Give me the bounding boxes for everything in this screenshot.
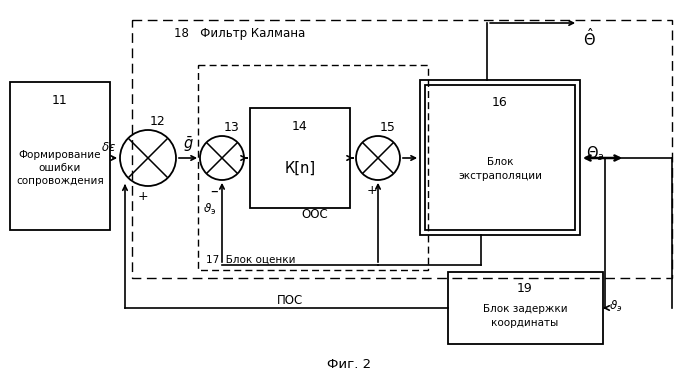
Text: К[n]: К[n] [284, 161, 315, 175]
Text: Формирование
ошибки
сопровождения: Формирование ошибки сопровождения [16, 150, 104, 186]
Text: $\delta\varepsilon$: $\delta\varepsilon$ [101, 141, 116, 154]
Bar [448, 272, 603, 344]
Text: +: + [367, 184, 377, 197]
Bar [198, 65, 428, 270]
Bar [420, 80, 580, 235]
Text: 18   Фильтр Калмана: 18 Фильтр Калмана [174, 26, 305, 39]
Text: ООС: ООС [302, 209, 329, 222]
Text: 14: 14 [292, 119, 308, 133]
Text: $\bar{g}$: $\bar{g}$ [182, 135, 194, 154]
Text: 13: 13 [224, 121, 240, 134]
Text: Блок задержки
координаты: Блок задержки координаты [483, 304, 568, 328]
Text: 19: 19 [517, 282, 533, 294]
Text: $\hat{\Theta}$: $\hat{\Theta}$ [583, 27, 596, 49]
Text: 11: 11 [52, 93, 68, 107]
Text: +: + [138, 190, 148, 203]
Bar [10, 82, 110, 230]
Text: ПОС: ПОС [277, 293, 303, 307]
Text: Фиг. 2: Фиг. 2 [327, 358, 371, 372]
Text: 17  Блок оценки: 17 Блок оценки [206, 255, 296, 265]
Text: $\vartheta_\mathsf{э}$: $\vartheta_\mathsf{э}$ [203, 202, 217, 217]
Text: 16: 16 [492, 96, 508, 108]
Text: –: – [210, 184, 218, 199]
Text: $\vartheta_э$: $\vartheta_э$ [609, 299, 622, 313]
Text: $\Theta_э$: $\Theta_э$ [586, 145, 605, 163]
Bar [132, 20, 672, 278]
Text: 12: 12 [150, 115, 166, 128]
Text: Блок
экстраполяции: Блок экстраполяции [458, 157, 542, 181]
Text: 15: 15 [380, 121, 396, 134]
Bar [250, 108, 350, 208]
Bar [425, 85, 575, 230]
